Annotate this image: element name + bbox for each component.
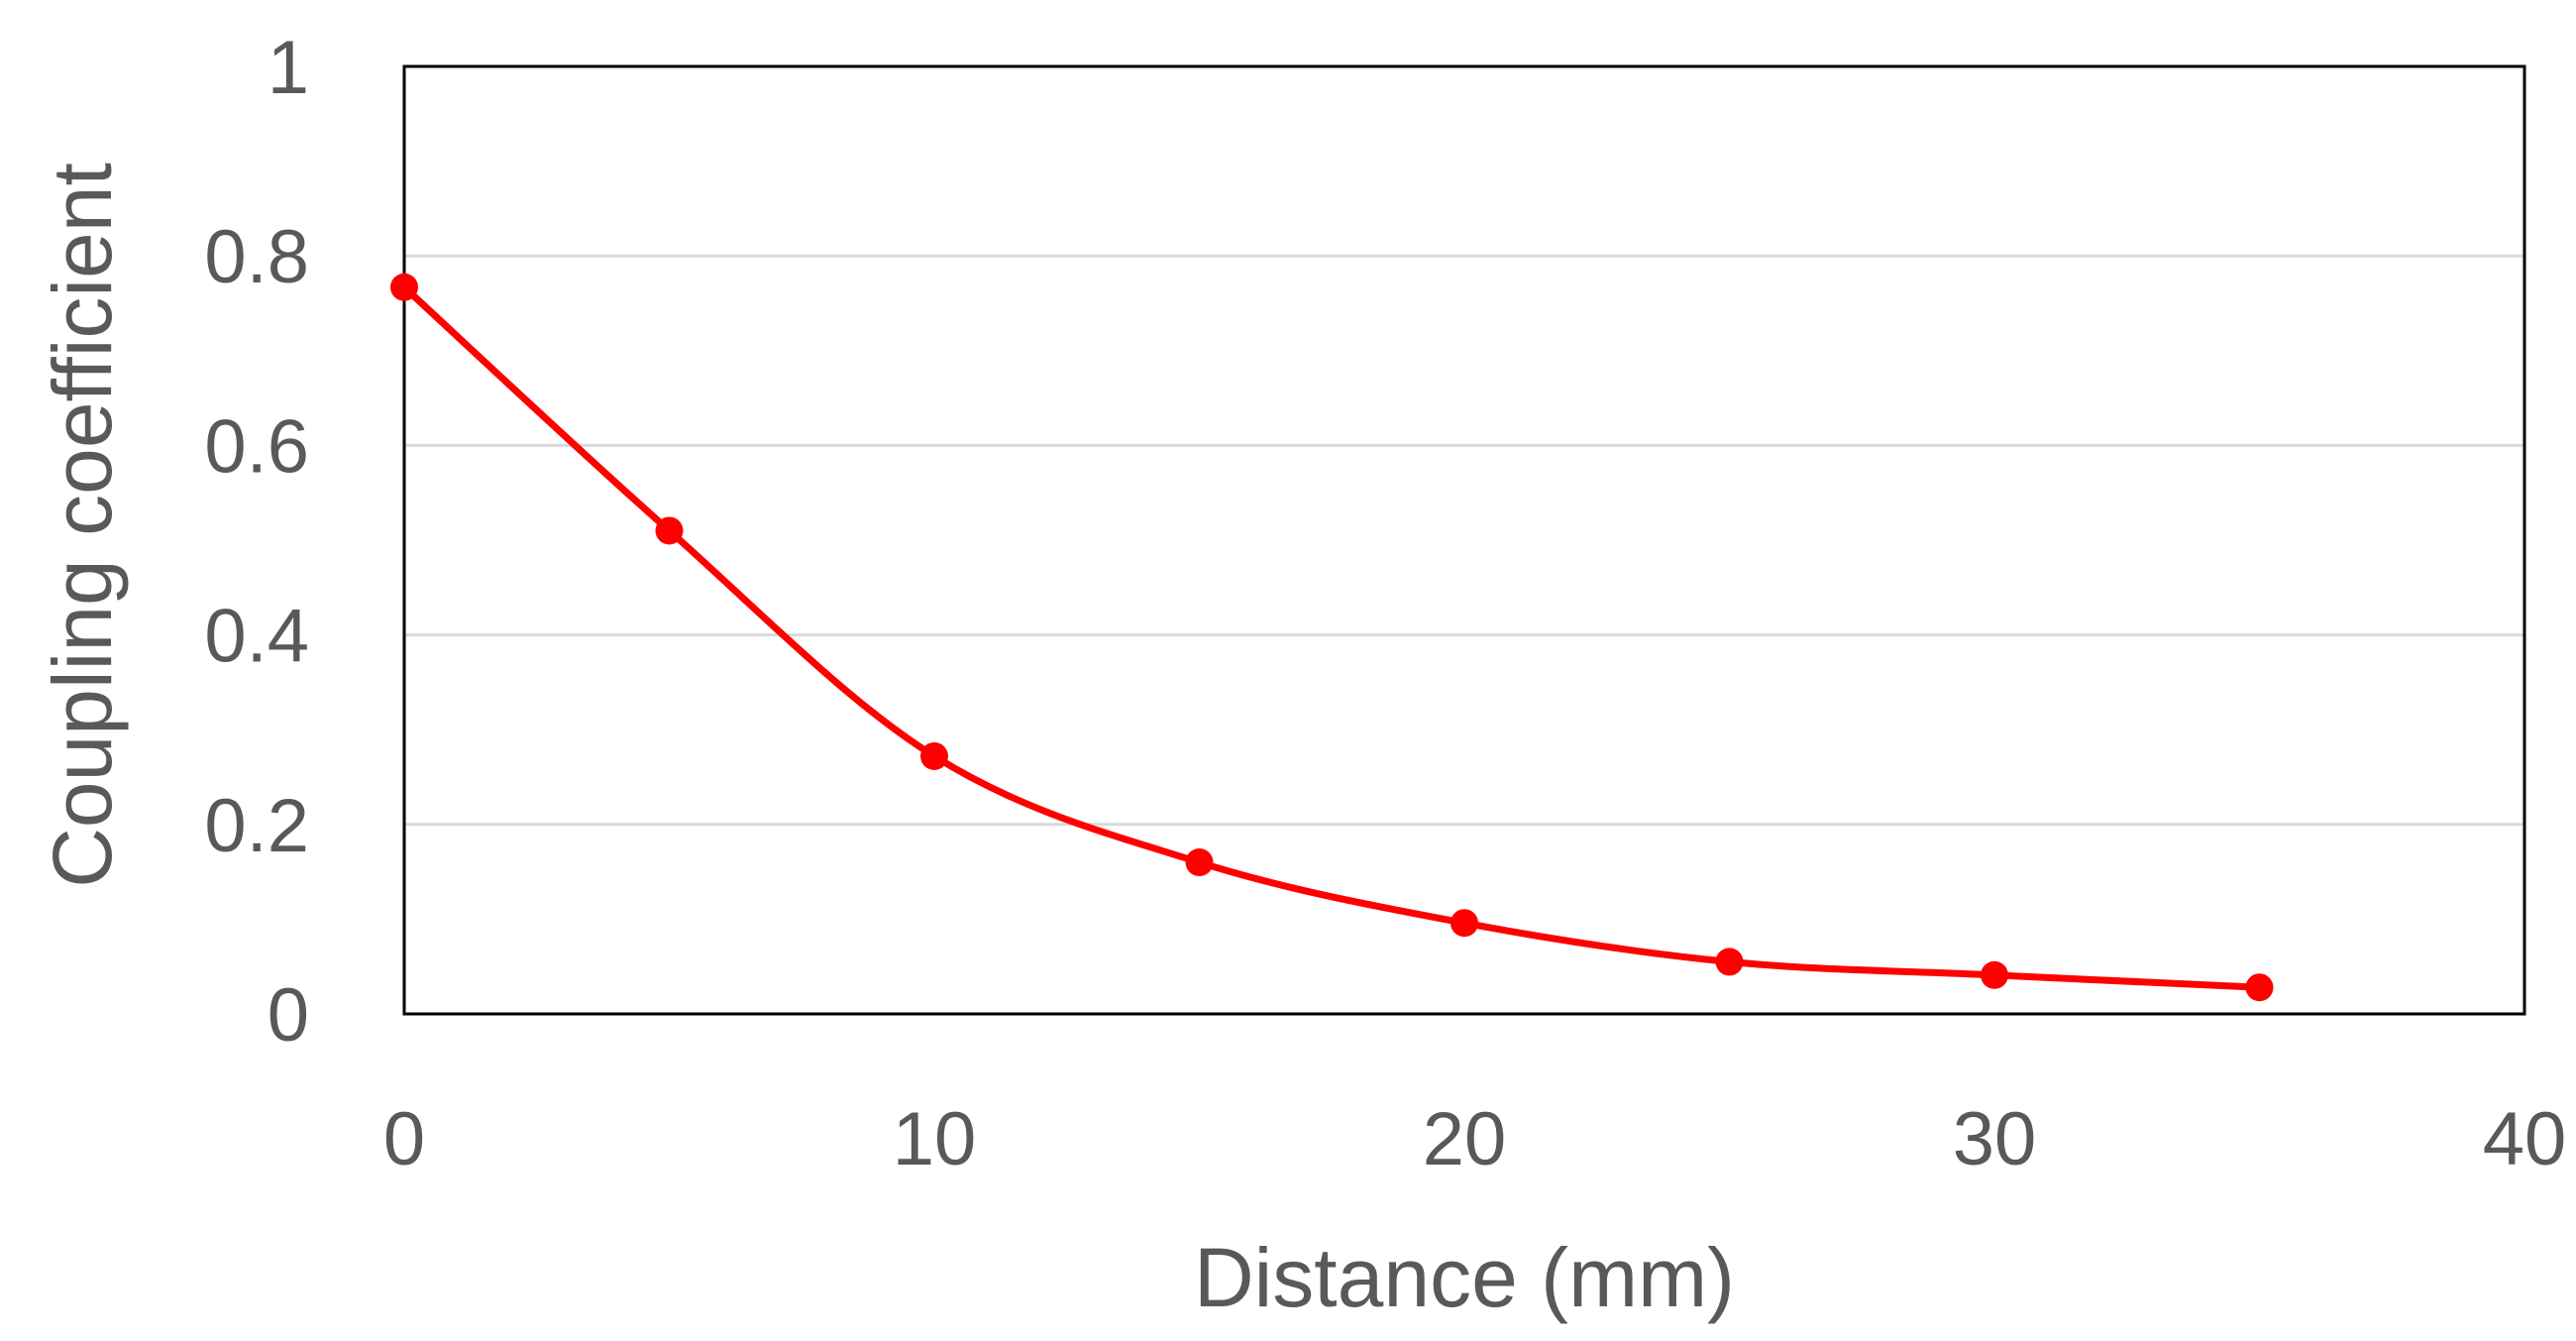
series-layer — [390, 273, 2274, 1002]
y-tick-label: 0.2 — [204, 784, 309, 868]
y-tick-label: 0.6 — [204, 404, 309, 489]
y-axis-title: Coupling coefficient — [36, 163, 129, 888]
x-tick-label: 20 — [1423, 1097, 1507, 1181]
data-point — [390, 273, 418, 301]
data-point — [2245, 973, 2274, 1002]
x-tick-label: 30 — [1953, 1097, 2037, 1181]
y-tick-label: 0 — [268, 973, 309, 1058]
plot-area-border — [402, 64, 2526, 1016]
x-axis-tick-labels: 0 10 20 30 40 — [383, 1097, 2566, 1181]
y-axis-tick-labels: 0 0.2 0.4 0.6 0.8 1 — [204, 26, 309, 1058]
data-point — [655, 516, 684, 545]
x-axis-title: Distance (mm) — [1194, 1231, 1735, 1324]
data-point — [1715, 948, 1744, 976]
x-tick-label: 10 — [893, 1097, 977, 1181]
data-point — [1981, 960, 2008, 989]
y-tick-label: 0.4 — [204, 595, 309, 679]
y-tick-label: 1 — [268, 26, 309, 110]
y-tick-label: 0.8 — [204, 215, 309, 299]
x-tick-label: 0 — [383, 1097, 425, 1181]
data-point — [1450, 909, 1478, 938]
data-point — [1185, 848, 1214, 877]
data-point — [920, 741, 948, 770]
gridlines — [404, 254, 2524, 827]
series-line — [400, 283, 2263, 991]
x-tick-label: 40 — [2483, 1097, 2567, 1181]
